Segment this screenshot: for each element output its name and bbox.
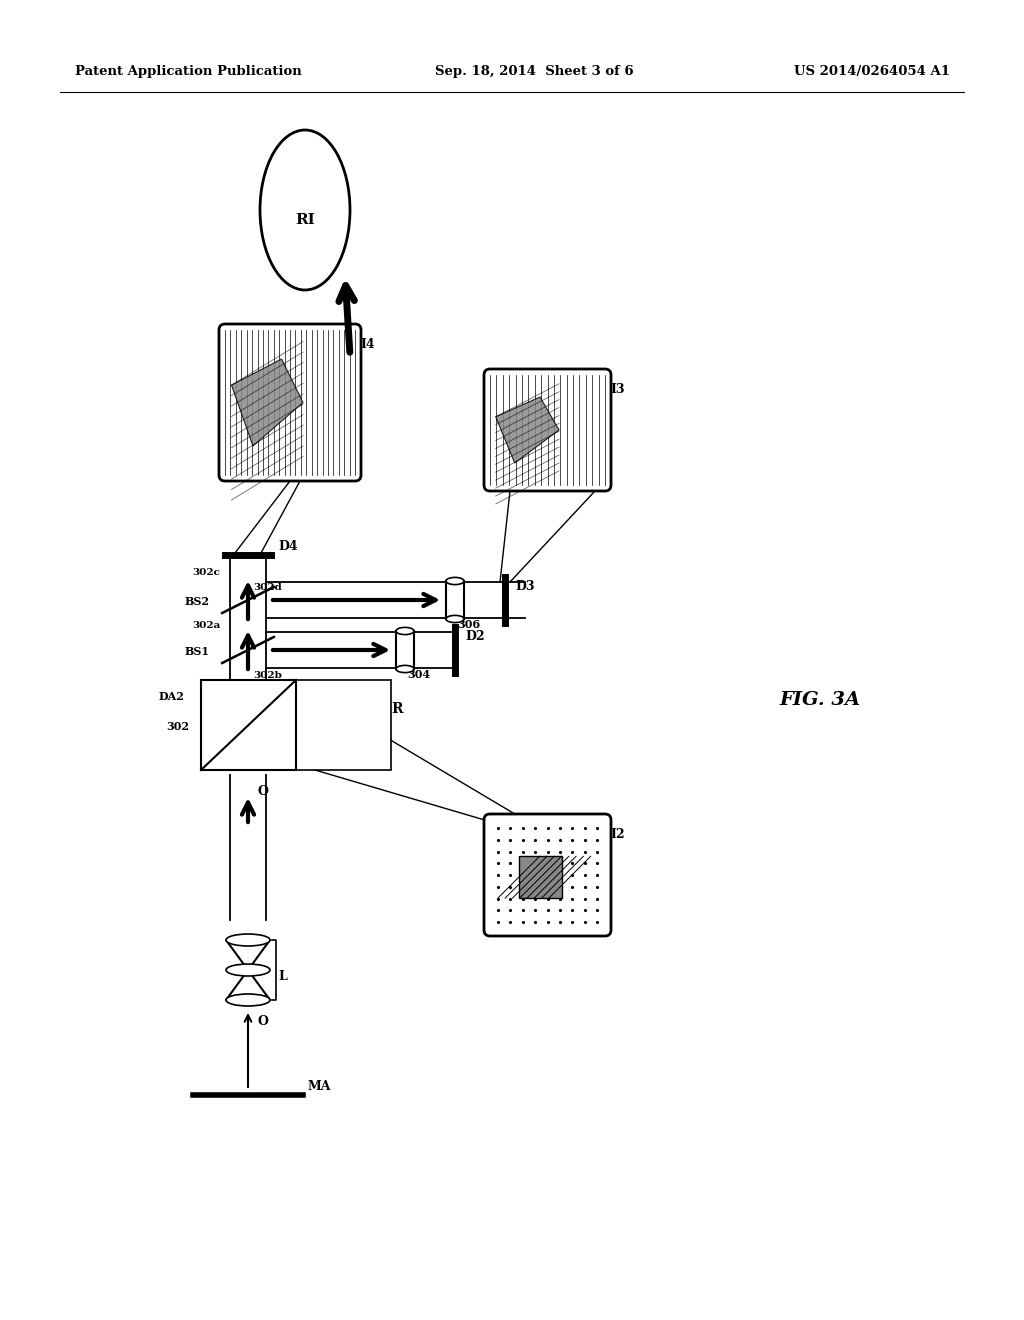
Text: 302b: 302b [253, 671, 282, 680]
Bar [519, 857, 562, 898]
Text: O: O [258, 1015, 269, 1028]
Ellipse shape [446, 577, 464, 585]
Polygon shape [496, 397, 559, 463]
Text: 304: 304 [407, 669, 430, 680]
Text: 302a: 302a [193, 620, 220, 630]
Bar [201, 680, 296, 770]
Polygon shape [226, 940, 270, 970]
Bar [396, 631, 414, 669]
Ellipse shape [260, 129, 350, 290]
Bar [296, 680, 391, 770]
Text: I3: I3 [610, 383, 625, 396]
Text: I2: I2 [610, 828, 625, 841]
FancyBboxPatch shape [484, 370, 611, 491]
Text: US 2014/0264054 A1: US 2014/0264054 A1 [794, 66, 950, 78]
FancyBboxPatch shape [219, 323, 361, 480]
Ellipse shape [396, 665, 414, 673]
Text: I4: I4 [360, 338, 375, 351]
Bar [446, 581, 464, 619]
Text: FIG. 3A: FIG. 3A [779, 690, 860, 709]
Text: Patent Application Publication: Patent Application Publication [75, 66, 302, 78]
Ellipse shape [226, 964, 270, 975]
Text: 302d: 302d [253, 583, 282, 591]
Text: D3: D3 [515, 579, 535, 593]
Text: C1: C1 [203, 758, 218, 767]
Text: D2: D2 [465, 630, 484, 643]
Text: D4: D4 [278, 540, 298, 553]
Text: Sep. 18, 2014  Sheet 3 of 6: Sep. 18, 2014 Sheet 3 of 6 [435, 66, 634, 78]
Polygon shape [226, 970, 270, 1001]
Text: L: L [278, 970, 287, 983]
Text: MA: MA [308, 1080, 332, 1093]
Text: 302c: 302c [193, 568, 220, 577]
Text: RI: RI [295, 213, 314, 227]
Ellipse shape [446, 615, 464, 623]
Ellipse shape [396, 627, 414, 635]
Ellipse shape [226, 994, 270, 1006]
FancyBboxPatch shape [484, 814, 611, 936]
Polygon shape [231, 359, 303, 446]
Text: R: R [391, 702, 402, 715]
Text: 204: 204 [216, 758, 238, 767]
Text: BS1: BS1 [185, 645, 210, 657]
Ellipse shape [226, 935, 270, 946]
Text: 302: 302 [166, 721, 189, 733]
Text: DA2: DA2 [159, 690, 185, 702]
Text: O: O [258, 785, 269, 799]
Text: 306: 306 [457, 619, 480, 630]
Text: BS2: BS2 [185, 597, 210, 607]
